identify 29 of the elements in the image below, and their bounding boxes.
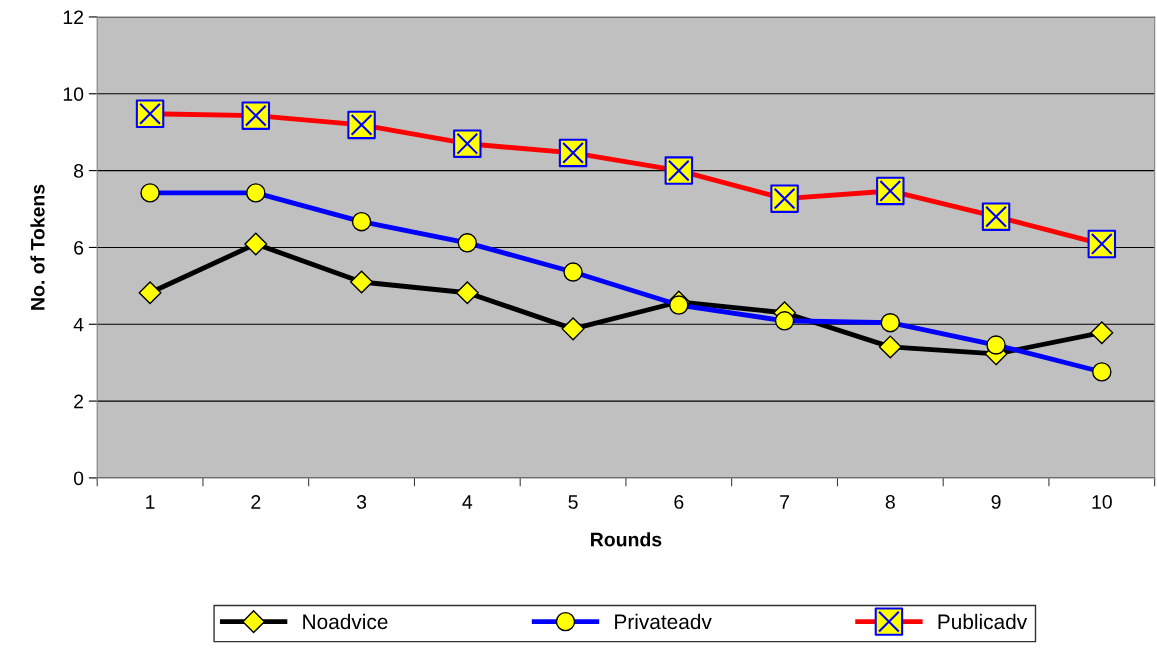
y-tick-label: 6 [74, 240, 84, 255]
legend-label: Noadvice [303, 613, 388, 630]
x-tick-label: 10 [1092, 495, 1112, 509]
x-tick-label: 5 [568, 495, 578, 509]
y-tick-label: 0 [73, 471, 84, 486]
x-tick-label: 4 [462, 495, 473, 509]
x-axis-title: Rounds [591, 532, 662, 547]
point [1090, 321, 1114, 345]
y-axis-title: No. of Tokens [30, 184, 45, 310]
x-tick-label: 1 [146, 495, 155, 509]
y-tick-label: 12 [63, 10, 84, 24]
point [244, 232, 268, 256]
x-tick-label: 8 [885, 495, 895, 509]
y-tick-label: 10 [63, 87, 84, 102]
x-tick-label: 6 [674, 495, 684, 509]
legend-label: Privateadv [615, 613, 712, 630]
x-tick-label: 7 [780, 495, 789, 509]
x-tick-label: 2 [251, 495, 261, 509]
point [561, 317, 585, 341]
point [350, 270, 374, 294]
legend-label: Publicadv [938, 613, 1028, 630]
point [455, 281, 479, 305]
point [878, 335, 902, 359]
y-tick-label: 4 [73, 317, 84, 332]
x-tick-label: 9 [991, 495, 1001, 509]
point [138, 281, 162, 305]
x-tick-label: 3 [356, 495, 367, 509]
y-tick-label: 8 [74, 164, 84, 178]
y-tick-label: 2 [74, 394, 84, 409]
